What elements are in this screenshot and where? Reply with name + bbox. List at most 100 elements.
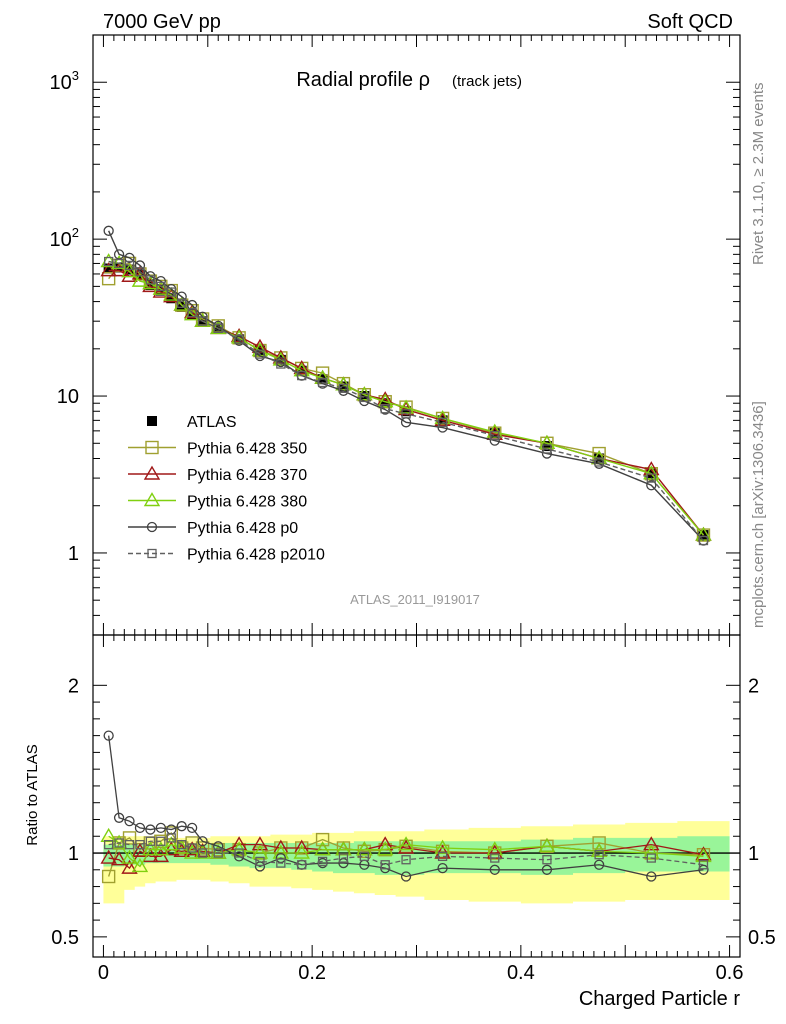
header-left: 7000 GeV pp <box>103 11 221 33</box>
analysis-watermark: ATLAS_2011_I919017 <box>350 592 480 607</box>
data-point-pythia-6-428-p0 <box>176 291 187 302</box>
ratio-point-pythia-6-428-p2010 <box>145 836 156 846</box>
data-point-pythia-6-428-380 <box>376 393 394 408</box>
ratio-point-pythia-6-428-380 <box>356 841 373 856</box>
data-point-pythia-6-428-p2010 <box>698 535 709 546</box>
ratio-point-pythia-6-428-p0 <box>254 861 266 872</box>
ratio-point-pythia-6-428-350 <box>101 869 116 884</box>
legend-label: Pythia 6.428 380 <box>187 494 307 511</box>
data-point-pythia-6-428-p2010 <box>359 392 369 403</box>
ratio-point-pythia-6-428-370 <box>643 836 660 851</box>
ratio-panel-frame <box>92 634 741 958</box>
data-point-pythia-6-428-370 <box>293 360 310 375</box>
ratio-point-pythia-6-428-p2010 <box>197 848 208 858</box>
legend-marker <box>145 440 159 455</box>
data-point-atlas <box>166 293 177 304</box>
ratio-point-pythia-6-428-380 <box>397 836 415 851</box>
ratio-point-pythia-6-428-370 <box>251 836 269 851</box>
data-point-pythia-6-428-p2010 <box>317 377 328 388</box>
data-point-atlas <box>401 406 412 417</box>
header-right: Soft QCD <box>647 11 733 33</box>
ratio-point-pythia-6-428-380 <box>163 836 180 851</box>
data-point-pythia-6-428-p2010 <box>114 258 124 269</box>
ratio-point-pythia-6-428-p0 <box>541 864 553 875</box>
data-point-pythia-6-428-380 <box>121 263 138 278</box>
data-point-pythia-6-428-380 <box>397 399 415 414</box>
ratio-point-pythia-6-428-p2010 <box>234 848 244 858</box>
main-panel-frame <box>92 34 741 636</box>
series-line-pythia-6-428-370 <box>108 269 705 536</box>
data-point-pythia-6-428-p2010 <box>156 281 166 292</box>
legend-label: ATLAS <box>187 414 237 431</box>
ratio-point-pythia-6-428-p0 <box>155 822 166 834</box>
ratio-point-pythia-6-428-p0 <box>186 822 198 834</box>
ratio-point-pythia-6-428-p0 <box>145 824 156 835</box>
ratio-point-pythia-6-428-p2010 <box>156 836 166 846</box>
main-y-tick-label: 1 <box>68 543 79 565</box>
ratio-point-pythia-6-428-370 <box>131 842 149 858</box>
ratio-point-pythia-6-428-p0 <box>593 859 605 870</box>
data-point-pythia-6-428-370 <box>110 262 128 277</box>
ratio-point-pythia-6-428-380 <box>131 858 149 873</box>
main-y-tick-label: 10 <box>57 386 79 408</box>
data-point-pythia-6-428-p2010 <box>338 383 349 393</box>
series-line-pythia-6-428-p0 <box>108 230 704 542</box>
ratio-point-pythia-6-428-p2010 <box>437 851 448 862</box>
ratio-point-pythia-6-428-p2010 <box>255 856 265 867</box>
data-point-pythia-6-428-p2010 <box>187 308 197 318</box>
data-point-pythia-6-428-p2010 <box>135 267 145 277</box>
ratio-point-pythia-6-428-370 <box>397 839 415 854</box>
ratio-point-pythia-6-428-380 <box>293 844 310 859</box>
data-point-atlas <box>145 280 156 291</box>
data-point-pythia-6-428-p2010 <box>213 323 223 334</box>
x-tick-label: 0 <box>98 962 109 984</box>
legend-item-pythia-6-428-p2010: Pythia 6.428 p2010 <box>128 547 325 564</box>
ratio-point-pythia-6-428-p0 <box>400 871 412 882</box>
main-series-group <box>100 225 712 546</box>
ratio-point-pythia-6-428-p0 <box>646 871 657 882</box>
legend-label: Pythia 6.428 p0 <box>187 520 298 537</box>
data-point-pythia-6-428-p0 <box>489 435 500 446</box>
x-tick-label: 0.6 <box>716 962 744 984</box>
tick-base: 10 <box>50 72 72 94</box>
ratio-point-pythia-6-428-p0 <box>437 862 448 874</box>
ratio-line-pythia-6-428-p2010 <box>108 837 704 866</box>
data-point-atlas <box>380 398 391 409</box>
data-point-atlas <box>541 441 552 452</box>
data-point-pythia-6-428-p0 <box>186 299 198 311</box>
ratio-line-pythia-6-428-380 <box>108 835 704 868</box>
data-point-pythia-6-428-p2010 <box>490 430 500 441</box>
ratio-point-pythia-6-428-380 <box>376 841 394 856</box>
ratio-point-pythia-6-428-p0 <box>489 864 500 875</box>
ratio-point-pythia-6-428-380 <box>314 841 331 856</box>
legend-item-pythia-6-428-380: Pythia 6.428 380 <box>128 492 307 511</box>
ratio-point-pythia-6-428-p2010 <box>490 853 500 863</box>
ratio-point-pythia-6-428-370 <box>100 849 117 864</box>
data-point-pythia-6-428-p2010 <box>234 334 244 344</box>
ratio-series-group <box>100 730 712 884</box>
legend-marker <box>143 492 161 507</box>
data-point-pythia-6-428-p2010 <box>145 275 156 285</box>
data-point-pythia-6-428-p2010 <box>542 444 552 454</box>
side-label-mcplots: mcplots.cern.ch [arXiv:1306.3436] <box>750 401 767 628</box>
data-point-pythia-6-428-p0 <box>103 225 114 236</box>
ratio-point-pythia-6-428-370 <box>110 851 128 866</box>
ratio-axes: 0.5 0.5 1 1 2 2 0 0.2 0.4 0.6 <box>51 635 776 984</box>
ratio-point-pythia-6-428-p0 <box>213 841 224 852</box>
ratio-line-pythia-6-428-370 <box>108 843 704 870</box>
tick-base: 10 <box>50 229 72 251</box>
data-point-pythia-6-428-p2010 <box>401 409 411 419</box>
ratio-y-tick-label: 0.5 <box>51 927 79 949</box>
ratio-point-pythia-6-428-p2010 <box>213 848 223 858</box>
ratio-point-pythia-6-428-370 <box>695 846 712 861</box>
data-point-pythia-6-428-p2010 <box>646 473 656 483</box>
data-point-pythia-6-428-p2010 <box>276 359 286 369</box>
chart-title-suffix: (track jets) <box>452 73 522 90</box>
data-point-pythia-6-428-p2010 <box>124 260 135 271</box>
data-point-pythia-6-428-370 <box>100 262 117 277</box>
ratio-point-pythia-6-428-p2010 <box>317 856 328 867</box>
ratio-point-pythia-6-428-p2010 <box>104 839 114 850</box>
chart-title: Radial profile ρ <box>296 69 430 91</box>
